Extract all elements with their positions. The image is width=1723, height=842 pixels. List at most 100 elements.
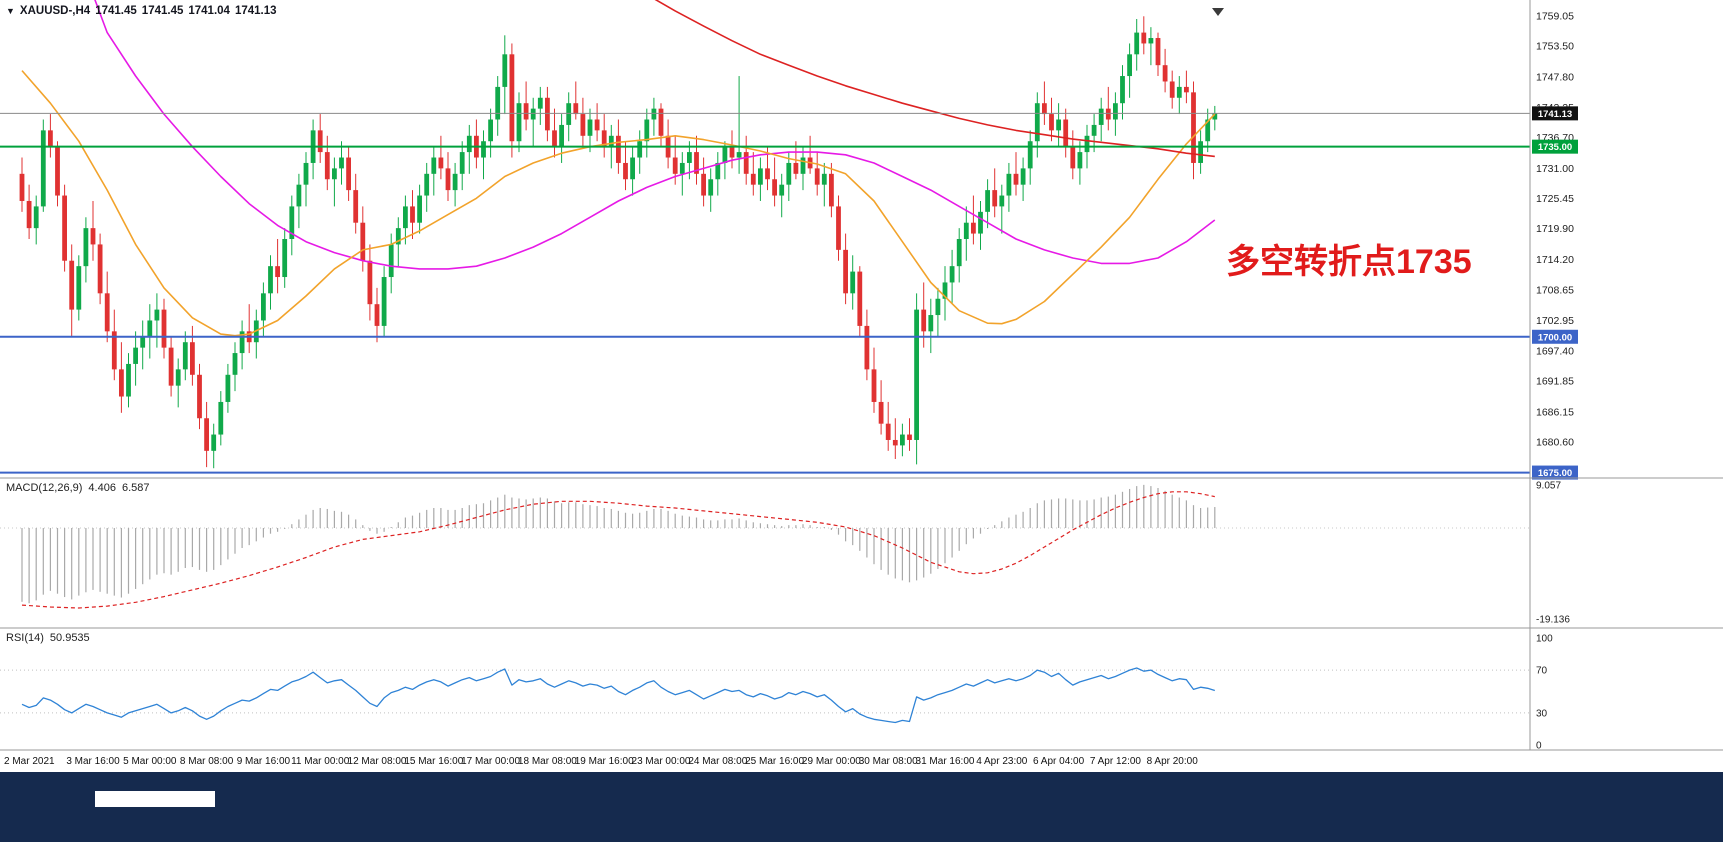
candle-body (971, 222, 976, 234)
candle-body (1191, 92, 1196, 163)
rsi-scale-label: 0 (1536, 741, 1542, 752)
horizontal-lines[interactable]: 1741.13 1735.00 1700.00 1675.00 (0, 106, 1578, 480)
candle-body (523, 103, 529, 120)
candle-body (800, 157, 806, 174)
candle (651, 97, 657, 136)
time-axis-label: 30 Mar 08:00 (859, 756, 918, 767)
candle-body (750, 173, 756, 185)
ma-orange-line (21, 70, 1216, 337)
candle (1120, 65, 1125, 120)
annotation-text[interactable]: 多空转折点1735 (1226, 243, 1472, 281)
candle (211, 423, 217, 469)
candle-body (921, 309, 927, 332)
candle-body (992, 190, 998, 207)
candle-body (736, 152, 742, 158)
candle (495, 76, 501, 136)
candle-body (154, 309, 160, 321)
candle-body (843, 249, 848, 294)
rsi-panel[interactable] (0, 667, 1530, 724)
candle-body (395, 228, 401, 245)
time-axis-label: 12 Mar 08:00 (348, 756, 407, 767)
candle-body (1127, 54, 1132, 77)
candle (743, 135, 749, 185)
candle (1184, 70, 1189, 104)
footer-field[interactable] (95, 791, 215, 807)
candle-body (1184, 86, 1189, 93)
candle (246, 304, 252, 354)
candle-body (40, 130, 46, 207)
candle-body (403, 206, 408, 229)
candle (914, 293, 919, 465)
macd-label: MACD(12,26,9) 4.406 6.587 (6, 482, 155, 494)
candle (204, 401, 209, 468)
candle (83, 217, 89, 283)
time-axis-label: 24 Mar 08:00 (688, 756, 747, 767)
ma-magenta-line (94, 0, 1216, 270)
candle-body (949, 266, 955, 283)
candle-body (1077, 152, 1083, 169)
candle-body (388, 244, 394, 278)
candle-body (658, 108, 664, 136)
candle (253, 309, 259, 359)
price-tag-label: 1675.00 (1538, 468, 1572, 479)
candle-body (509, 54, 515, 142)
candle (140, 320, 146, 370)
candle-body (431, 157, 437, 174)
candle-body (999, 195, 1005, 207)
candle (282, 228, 288, 288)
candle (90, 200, 96, 261)
candle (985, 179, 990, 229)
candle (1169, 70, 1175, 109)
price-tick-label: 1731.00 (1536, 163, 1574, 175)
candle-body (772, 179, 777, 196)
symbol-marker-icon: ▼ (6, 6, 15, 16)
candle (481, 130, 486, 180)
candle (424, 162, 430, 212)
candle (111, 309, 117, 381)
candle-body (289, 206, 295, 239)
candle (644, 108, 650, 158)
candle (715, 152, 721, 196)
candle-body (821, 173, 827, 185)
macd-value-main: 4.406 (88, 482, 116, 494)
candle-body (829, 173, 834, 207)
candle (438, 135, 444, 180)
time-axis[interactable]: 2 Mar 2021 3 Mar 16:00 5 Mar 00:00 8 Mar 08… (4, 756, 1198, 767)
candle-body (672, 157, 678, 174)
candle-body (1063, 119, 1069, 147)
candle (1205, 108, 1211, 153)
candle (971, 195, 976, 245)
candle (161, 298, 167, 359)
candle (133, 331, 138, 386)
candle-body (303, 162, 309, 185)
candle (807, 135, 813, 174)
candle (1198, 130, 1203, 174)
macd-panel[interactable] (0, 484, 1530, 609)
candle-body (452, 173, 458, 191)
chart-shift-icon[interactable] (1212, 8, 1224, 16)
candle-body (182, 342, 188, 370)
candle-body (1155, 38, 1161, 66)
candle (1127, 43, 1132, 98)
candle-body (765, 168, 770, 180)
candle (410, 190, 415, 239)
candle-body (537, 97, 543, 109)
price-scale[interactable]: 1759.051753.501747.801742.251736.701731.… (1531, 0, 1723, 770)
candle-body (779, 184, 785, 196)
candle-body (892, 439, 898, 446)
candle-body (1205, 119, 1211, 142)
candle (956, 228, 962, 283)
price-tag (1532, 329, 1578, 344)
chart-canvas[interactable]: 1759.051753.501747.801742.251736.701731.… (0, 0, 1723, 770)
candle (885, 401, 891, 451)
candle (62, 184, 67, 272)
candle-body (360, 222, 366, 261)
candle (303, 152, 309, 207)
candle (786, 152, 792, 201)
candle-body (1134, 32, 1140, 55)
candle-body (942, 282, 948, 299)
candle (502, 35, 508, 115)
candle (992, 168, 998, 218)
candle-body (26, 200, 32, 229)
